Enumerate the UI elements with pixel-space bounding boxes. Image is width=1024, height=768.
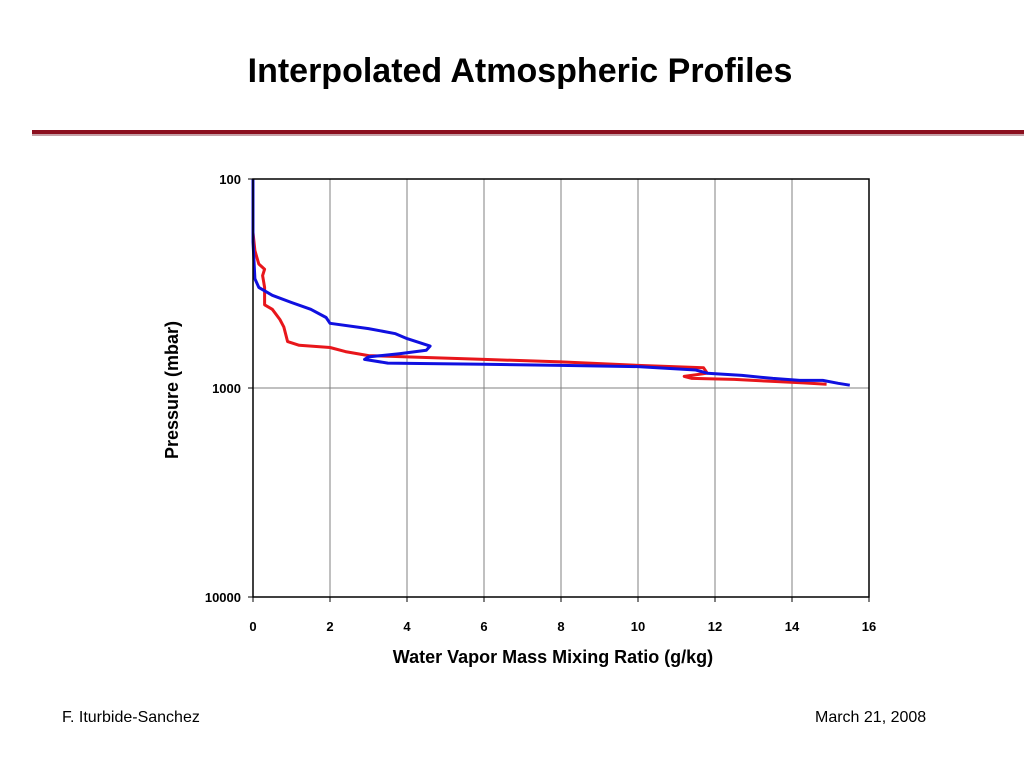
x-tick-label: 0 bbox=[249, 619, 256, 634]
x-tick-label: 4 bbox=[403, 619, 411, 634]
y-tick-label: 100 bbox=[219, 172, 241, 187]
grid-lines bbox=[253, 179, 869, 597]
tick-labels: 0 2 4 6 8 10 12 14 16 100 1000 10000 bbox=[205, 172, 876, 634]
y-tick-label: 10000 bbox=[205, 590, 241, 605]
title-rule-shadow bbox=[32, 134, 1024, 136]
x-tick-label: 2 bbox=[326, 619, 333, 634]
x-tick-label: 14 bbox=[785, 619, 800, 634]
series-line-red bbox=[251, 179, 827, 386]
x-tick-label: 6 bbox=[480, 619, 487, 634]
y-axis-title: Pressure (mbar) bbox=[162, 321, 182, 459]
slide-title: Interpolated Atmospheric Profiles bbox=[247, 52, 793, 90]
x-tick-label: 16 bbox=[862, 619, 876, 634]
series-layer bbox=[251, 179, 851, 387]
title-rule bbox=[32, 130, 1024, 134]
x-tick-label: 10 bbox=[631, 619, 645, 634]
x-tick-label: 12 bbox=[708, 619, 722, 634]
y-tick-label: 1000 bbox=[212, 381, 241, 396]
x-axis-title: Water Vapor Mass Mixing Ratio (g/kg) bbox=[393, 647, 713, 667]
footer-date: March 21, 2008 bbox=[815, 709, 927, 726]
series-line-blue bbox=[251, 179, 851, 387]
x-tick-label: 8 bbox=[557, 619, 564, 634]
footer-author: F. Iturbide-Sanchez bbox=[62, 709, 200, 726]
